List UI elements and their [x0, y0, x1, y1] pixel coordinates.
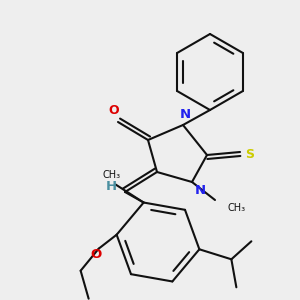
Text: O: O	[90, 248, 101, 261]
Text: H: H	[105, 179, 117, 193]
Text: N: N	[179, 109, 191, 122]
Text: S: S	[245, 148, 254, 160]
Text: O: O	[109, 103, 119, 116]
Text: CH₃: CH₃	[227, 203, 245, 213]
Text: N: N	[194, 184, 206, 196]
Text: CH₃: CH₃	[103, 169, 121, 179]
